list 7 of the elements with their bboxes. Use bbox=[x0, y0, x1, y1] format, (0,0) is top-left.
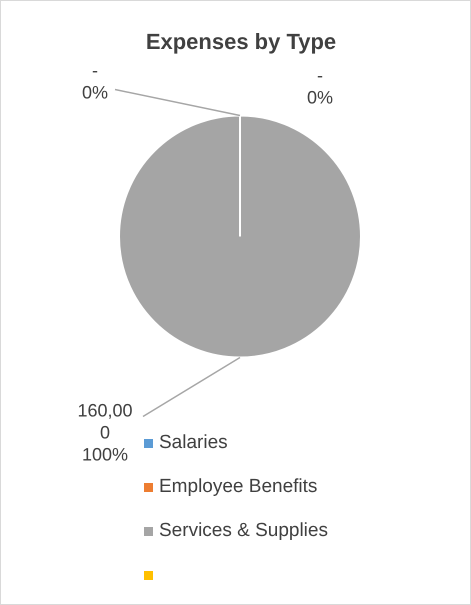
legend-label: Employee Benefits bbox=[159, 476, 318, 498]
legend-label: Services & Supplies bbox=[159, 520, 328, 542]
data-label: 160,000 100% bbox=[77, 400, 133, 464]
text: - 0% bbox=[82, 60, 108, 102]
chart-title: Expenses by Type bbox=[144, 29, 338, 55]
text: - 0% bbox=[306, 65, 334, 108]
legend-label: Salaries bbox=[159, 432, 228, 454]
